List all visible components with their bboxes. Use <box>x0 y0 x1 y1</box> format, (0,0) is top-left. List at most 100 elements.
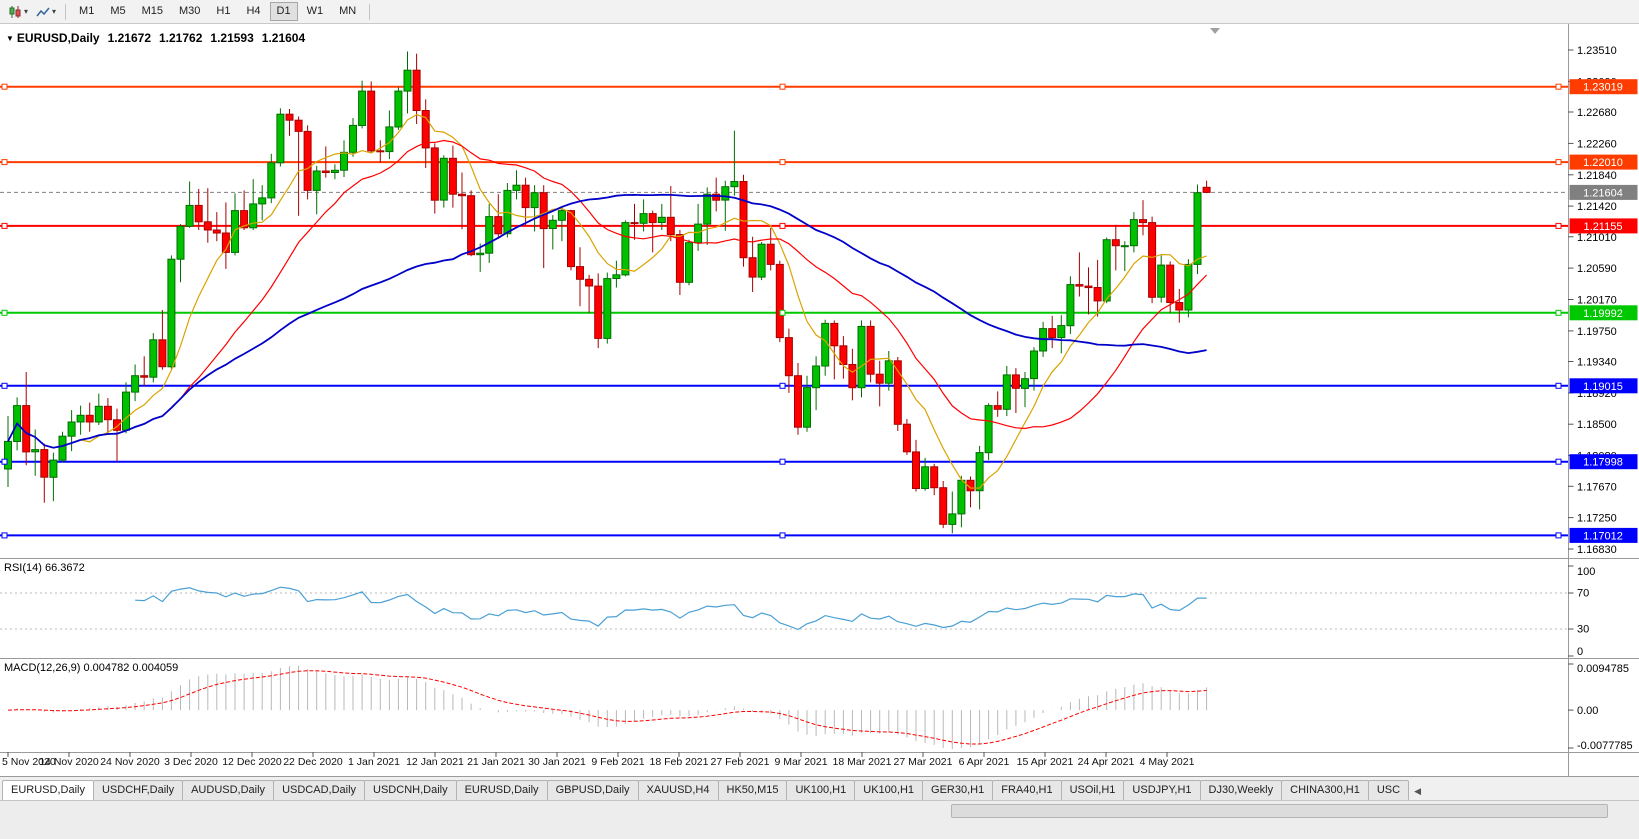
hline-handle[interactable] <box>1 309 8 316</box>
templates-dropdown[interactable]: ▾ <box>32 3 60 21</box>
tab-dj30-weekly[interactable]: DJ30,Weekly <box>1199 780 1283 800</box>
tab-ger30-h1[interactable]: GER30,H1 <box>922 780 994 800</box>
price-badge: 1.17998 <box>1569 454 1638 470</box>
ma-20-line[interactable] <box>7 139 1208 449</box>
svg-text:1 Jan 2021: 1 Jan 2021 <box>348 756 400 768</box>
price-badge: 1.21604 <box>1569 184 1638 200</box>
hline-handle[interactable] <box>779 222 786 229</box>
tab-eurusd-daily[interactable]: EURUSD,Daily <box>2 780 94 800</box>
hline-handle[interactable] <box>1 222 8 229</box>
svg-text:1.21010: 1.21010 <box>1577 232 1617 244</box>
chart-title: ▼ EURUSD,Daily 1.21672 1.21762 1.21593 1… <box>6 31 313 45</box>
hline-handle[interactable] <box>1555 382 1562 389</box>
tab-uk100-h1-2[interactable]: UK100,H1 <box>854 780 924 800</box>
tabs-scroll-left-button[interactable]: ◀ <box>1414 786 1421 796</box>
hline-handle[interactable] <box>1555 532 1562 539</box>
top-toolbar: ▾ ▾ M1 M5 M15 M30 H1 H4 D1 W1 MN <box>0 0 1639 24</box>
timeframe-m5-button[interactable]: M5 <box>103 2 132 21</box>
hline-handle[interactable] <box>779 382 786 389</box>
hline-handle[interactable] <box>1555 159 1562 166</box>
svg-text:1.23510: 1.23510 <box>1577 45 1617 57</box>
svg-text:-0.0077785: -0.0077785 <box>1577 740 1633 752</box>
tab-audusd-daily[interactable]: AUDUSD,Daily <box>182 780 275 800</box>
svg-text:1.19340: 1.19340 <box>1577 357 1617 369</box>
hline-handle[interactable] <box>779 83 786 90</box>
hline-handle[interactable] <box>1555 83 1562 90</box>
timeframe-m30-button[interactable]: M30 <box>172 2 207 21</box>
timeframe-h4-button[interactable]: H4 <box>239 2 267 21</box>
svg-text:9 Mar 2021: 9 Mar 2021 <box>774 756 827 768</box>
hline-handle[interactable] <box>1 382 8 389</box>
svg-text:1.21840: 1.21840 <box>1577 170 1617 182</box>
tab-usdcad-daily[interactable]: USDCAD,Daily <box>273 780 366 800</box>
price-chart[interactable]: 1.235101.230901.226801.222601.218401.214… <box>0 24 1639 776</box>
hline-handle[interactable] <box>779 458 786 465</box>
hline-handle[interactable] <box>1 83 8 90</box>
chart-type-dropdown[interactable]: ▾ <box>4 3 32 21</box>
svg-text:27 Feb 2021: 27 Feb 2021 <box>711 756 770 768</box>
price-badge: 1.22010 <box>1569 154 1638 170</box>
chart-canvas-wrap[interactable]: 1.235101.230901.226801.222601.218401.214… <box>0 24 1639 776</box>
svg-text:4 May 2021: 4 May 2021 <box>1140 756 1195 768</box>
hline-handle[interactable] <box>1 532 8 539</box>
svg-text:24 Nov 2020: 24 Nov 2020 <box>100 756 160 768</box>
line-chart-icon <box>36 7 50 16</box>
tab-hk50-m15[interactable]: HK50,M15 <box>717 780 788 800</box>
svg-text:15 Apr 2021: 15 Apr 2021 <box>1017 756 1074 768</box>
macd-histogram <box>16 665 1208 750</box>
tab-xauusd-h4[interactable]: XAUUSD,H4 <box>637 780 719 800</box>
tab-usc[interactable]: USC <box>1367 780 1410 800</box>
tab-usdjpy-h1[interactable]: USDJPY,H1 <box>1123 780 1201 800</box>
hline-handle[interactable] <box>1555 222 1562 229</box>
svg-text:1.21155: 1.21155 <box>1584 221 1623 233</box>
svg-text:0.00: 0.00 <box>1577 705 1598 717</box>
ma-50-line[interactable] <box>7 193 1207 449</box>
svg-text:1.17012: 1.17012 <box>1583 530 1623 542</box>
tab-eurusd-daily-2[interactable]: EURUSD,Daily <box>455 780 548 800</box>
svg-text:18 Feb 2021: 18 Feb 2021 <box>650 756 709 768</box>
timeframe-w1-button[interactable]: W1 <box>300 2 331 21</box>
svg-text:1.23019: 1.23019 <box>1583 82 1623 94</box>
svg-text:21 Jan 2021: 21 Jan 2021 <box>467 756 525 768</box>
tab-uk100-h1[interactable]: UK100,H1 <box>786 780 856 800</box>
tab-gbpusd-daily[interactable]: GBPUSD,Daily <box>546 780 639 800</box>
toolbar-separator <box>65 3 67 20</box>
svg-text:1.19015: 1.19015 <box>1583 381 1623 393</box>
tab-usdchf-daily[interactable]: USDCHF,Daily <box>92 780 184 800</box>
hline-handle[interactable] <box>1555 458 1562 465</box>
timeframe-h1-button[interactable]: H1 <box>209 2 237 21</box>
price-badge: 1.19015 <box>1569 378 1638 394</box>
hline-handle[interactable] <box>779 309 786 316</box>
svg-text:1.22260: 1.22260 <box>1577 138 1617 150</box>
chart-shift-marker[interactable] <box>1210 28 1220 34</box>
chart-tabs-bar: EURUSD,Daily USDCHF,Daily AUDUSD,Daily U… <box>0 776 1639 800</box>
svg-text:1.19992: 1.19992 <box>1583 308 1623 320</box>
macd-signal-line <box>7 670 1207 745</box>
hline-handle[interactable] <box>779 159 786 166</box>
hline-handle[interactable] <box>1555 309 1562 316</box>
chart-area[interactable]: 1.235101.230901.226801.222601.218401.214… <box>0 24 1639 776</box>
horizontal-scrollbar-thumb[interactable] <box>950 804 1609 818</box>
bottom-status-strip <box>0 800 1639 839</box>
timeframe-mn-button[interactable]: MN <box>332 2 363 21</box>
svg-text:27 Mar 2021: 27 Mar 2021 <box>894 756 953 768</box>
svg-text:3 Dec 2020: 3 Dec 2020 <box>164 756 218 768</box>
tab-fra40-h1[interactable]: FRA40,H1 <box>992 780 1062 800</box>
hline-handle[interactable] <box>1 458 8 465</box>
svg-text:12 Jan 2021: 12 Jan 2021 <box>406 756 464 768</box>
svg-text:1.20170: 1.20170 <box>1577 295 1617 307</box>
hline-handle[interactable] <box>1 159 8 166</box>
price-badge: 1.21155 <box>1569 218 1638 234</box>
timeframe-d1-button[interactable]: D1 <box>269 1 298 22</box>
svg-text:0: 0 <box>1577 646 1583 658</box>
symbol-dropdown-arrow-icon[interactable]: ▼ <box>6 33 14 43</box>
tab-usoil-h1[interactable]: USOil,H1 <box>1060 780 1125 800</box>
timeframe-m1-button[interactable]: M1 <box>72 2 101 21</box>
price-badge: 1.19992 <box>1569 305 1638 321</box>
tab-china300-h1[interactable]: CHINA300,H1 <box>1281 780 1369 800</box>
svg-text:1.17998: 1.17998 <box>1583 457 1623 469</box>
hline-handle[interactable] <box>779 532 786 539</box>
timeframe-m15-button[interactable]: M15 <box>135 2 170 21</box>
ma-8-line[interactable] <box>7 114 1207 489</box>
tab-usdcnh-daily[interactable]: USDCNH,Daily <box>364 780 457 800</box>
